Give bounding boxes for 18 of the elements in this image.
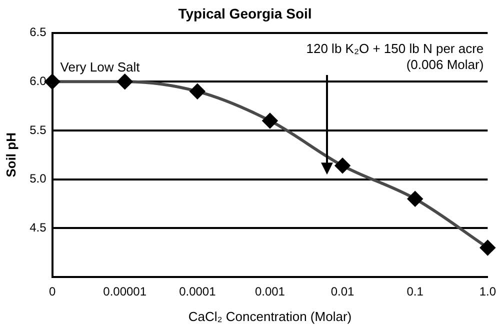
y-tick-label: 5.0 [30, 172, 47, 186]
x-tick-label: 0 [48, 284, 56, 299]
chart-title: Typical Georgia Soil [178, 5, 312, 22]
annotation: 120 lb K₂O + 150 lb N per acre [306, 40, 484, 56]
y-tick-label: 6.5 [30, 25, 47, 40]
x-tick-label: 0.001 [254, 284, 286, 299]
y-tick-label: 5.5 [30, 122, 47, 137]
x-tick-label: 1.0 [479, 284, 496, 299]
y-tick-label: 4.5 [30, 220, 47, 234]
y-axis-title: Soil pH [3, 132, 18, 178]
x-tick-label: 0.1 [406, 284, 424, 299]
x-tick-label: 0.01 [330, 284, 355, 299]
x-axis-title: CaCl₂ Concentration (Molar) [188, 308, 352, 324]
x-tick-label: 0.0001 [179, 284, 216, 299]
x-tick-label: 0.00001 [103, 284, 147, 299]
annotation: (0.006 Molar) [406, 56, 484, 72]
y-tick-label: 6.0 [30, 74, 47, 88]
annotation: Very Low Salt [60, 60, 140, 75]
